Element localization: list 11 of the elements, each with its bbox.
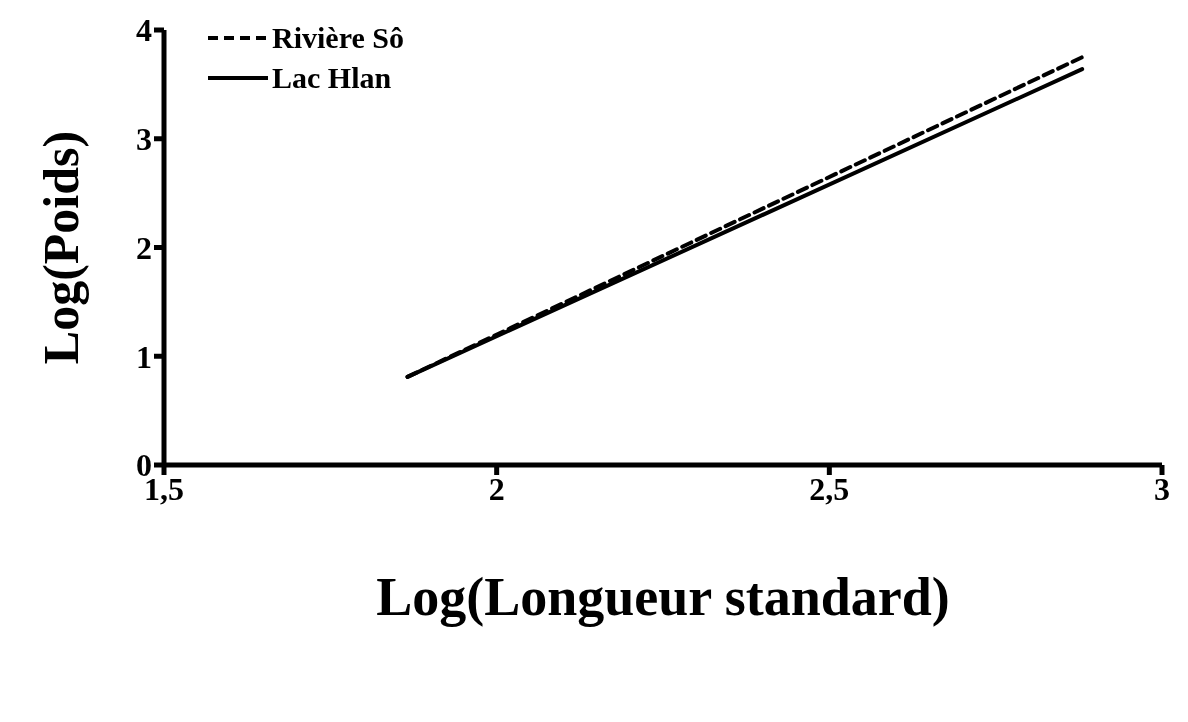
x-axis-title: Log(Longueur standard): [376, 567, 950, 627]
y-tick-label: 2: [136, 229, 152, 266]
x-tick-label: 2,5: [809, 470, 850, 507]
legend-label: Lac Hlan: [272, 60, 392, 96]
y-axis-title: Log(Poids): [32, 130, 89, 365]
x-tick-label: 2: [488, 470, 505, 507]
y-tick-label: 3: [136, 121, 152, 158]
x-tick-label: 3: [1154, 470, 1170, 507]
legend-label: Rivière Sô: [272, 20, 404, 56]
y-tick-label: 4: [136, 12, 152, 49]
y-tick-label: 1: [136, 338, 152, 375]
